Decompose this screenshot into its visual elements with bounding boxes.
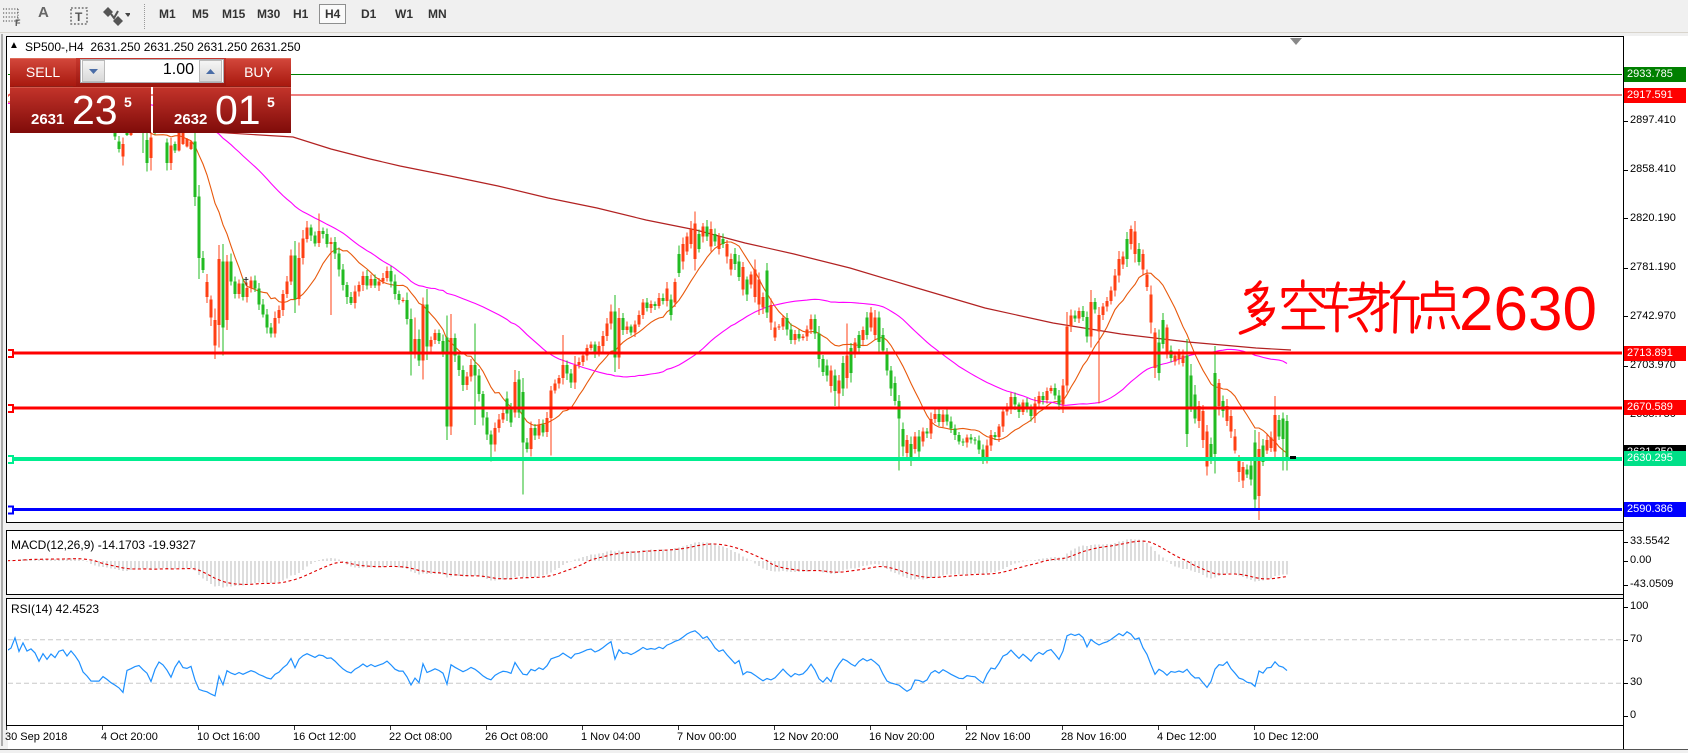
svg-text:T: T [75, 10, 83, 24]
svg-text:F: F [15, 18, 21, 27]
svg-text:†: † [243, 276, 249, 288]
svg-text:2630: 2630 [1459, 275, 1597, 344]
